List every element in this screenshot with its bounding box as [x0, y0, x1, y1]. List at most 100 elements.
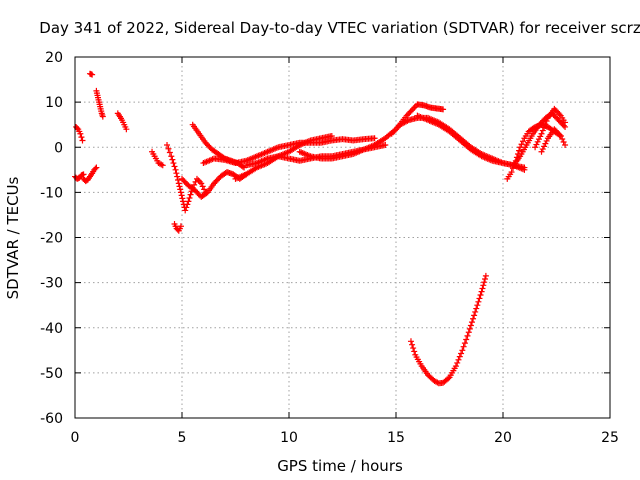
data-point [123, 126, 130, 133]
data-point [174, 173, 181, 180]
data-point [562, 141, 569, 148]
series-arc-r [407, 272, 489, 387]
x-tick-label: 15 [387, 430, 405, 446]
x-tick-label: 10 [280, 430, 298, 446]
y-tick-label: -20 [40, 231, 63, 247]
data-point [543, 118, 550, 125]
data-point [409, 341, 416, 348]
data-point [178, 192, 185, 199]
data-point [534, 138, 541, 145]
data-point [466, 325, 473, 332]
data-point [538, 130, 545, 137]
data-point [172, 166, 179, 173]
data-point [476, 295, 483, 302]
plot-frame [74, 56, 611, 419]
data-point [201, 186, 208, 193]
x-axis-label: GPS time / hours [277, 457, 403, 475]
data-point [472, 308, 479, 315]
data-point [198, 180, 205, 187]
data-point [171, 163, 178, 170]
data-point [516, 147, 523, 154]
data-point [174, 176, 181, 183]
data-point [239, 163, 246, 170]
data-point [560, 122, 567, 129]
data-point [166, 149, 173, 156]
data-point [508, 169, 515, 176]
y-tick-label: -50 [40, 366, 63, 382]
x-tick-label: 5 [178, 430, 187, 446]
data-point [470, 315, 477, 322]
y-tick-label: -10 [40, 185, 63, 201]
data-point [482, 272, 489, 279]
data-point [562, 119, 569, 126]
data-point [465, 329, 472, 336]
x-tick-label: 25 [601, 430, 619, 446]
data-point [519, 138, 526, 145]
data-point [77, 130, 84, 137]
series-arc-l [200, 135, 378, 167]
data-point [538, 148, 545, 155]
data-point [477, 292, 484, 299]
data-point [410, 345, 417, 352]
series-arc-g [149, 148, 166, 169]
data-point [180, 198, 187, 205]
data-point [539, 146, 546, 153]
data-point [556, 111, 563, 118]
data-point [328, 132, 335, 139]
data-point [463, 336, 470, 343]
data-point [521, 166, 528, 173]
data-point [184, 201, 191, 208]
data-point [556, 131, 563, 138]
data-point [557, 132, 564, 139]
data-point [543, 137, 550, 144]
data-point [542, 140, 549, 147]
data-point [518, 141, 525, 148]
x-tick-label: 20 [494, 430, 512, 446]
data-point [159, 162, 166, 169]
data-point [473, 305, 480, 312]
data-point [458, 350, 465, 357]
data-point [479, 285, 486, 292]
data-point [542, 121, 549, 128]
data-point [169, 156, 176, 163]
series-arc-j [179, 169, 250, 200]
data-point [541, 143, 548, 150]
data-point [467, 322, 474, 329]
data-point [78, 134, 85, 141]
data-point [475, 298, 482, 305]
data-point [461, 340, 468, 347]
data-point [165, 145, 172, 152]
data-point [164, 141, 171, 148]
data-point [532, 144, 539, 151]
data-point [173, 170, 180, 177]
data-markers [72, 70, 569, 387]
data-point [92, 165, 99, 172]
data-point [182, 207, 189, 214]
data-point [89, 71, 96, 78]
y-tick-label: -40 [40, 321, 63, 337]
data-point [440, 106, 447, 113]
data-point [452, 363, 459, 370]
data-point [79, 137, 86, 144]
series-arc-c [80, 164, 100, 185]
series-arc-i [171, 220, 184, 234]
series-arc-q [414, 112, 528, 173]
data-point [480, 282, 487, 289]
data-point [481, 279, 488, 286]
data-point [541, 124, 548, 131]
data-point [474, 302, 481, 309]
data-point [168, 153, 175, 160]
y-axis-label: SDTVAR / TECUs [4, 176, 22, 299]
data-point [407, 338, 414, 345]
y-tick-label: -60 [40, 411, 63, 427]
data-point [482, 276, 489, 283]
data-point [455, 356, 462, 363]
data-point [560, 138, 567, 145]
data-point [509, 165, 516, 172]
data-point [179, 195, 186, 202]
data-point [533, 141, 540, 148]
data-point [464, 332, 471, 339]
series-arc-f [114, 110, 130, 133]
y-tick-label: 0 [54, 140, 63, 156]
